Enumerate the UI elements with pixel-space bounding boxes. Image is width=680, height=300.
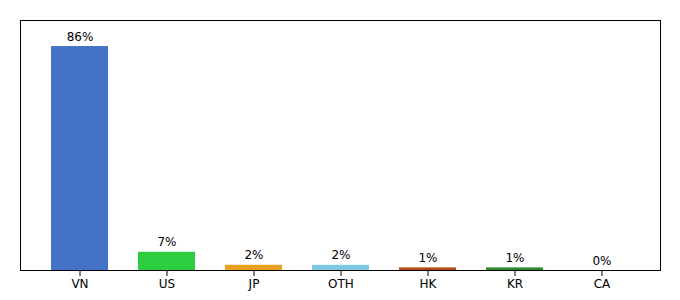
svg-text:HK: HK	[420, 277, 438, 291]
svg-text:CA: CA	[594, 277, 611, 291]
svg-text:2%: 2%	[331, 248, 350, 262]
svg-text:JP: JP	[248, 277, 260, 291]
svg-text:0%: 0%	[592, 254, 611, 268]
svg-text:2%: 2%	[244, 248, 263, 262]
svg-text:7%: 7%	[157, 235, 176, 249]
svg-text:1%: 1%	[505, 251, 524, 265]
svg-text:1%: 1%	[418, 251, 437, 265]
svg-text:OTH: OTH	[328, 277, 354, 291]
svg-text:VN: VN	[71, 277, 88, 291]
svg-text:US: US	[159, 277, 175, 291]
svg-text:KR: KR	[507, 277, 523, 291]
svg-text:86%: 86%	[67, 30, 94, 44]
